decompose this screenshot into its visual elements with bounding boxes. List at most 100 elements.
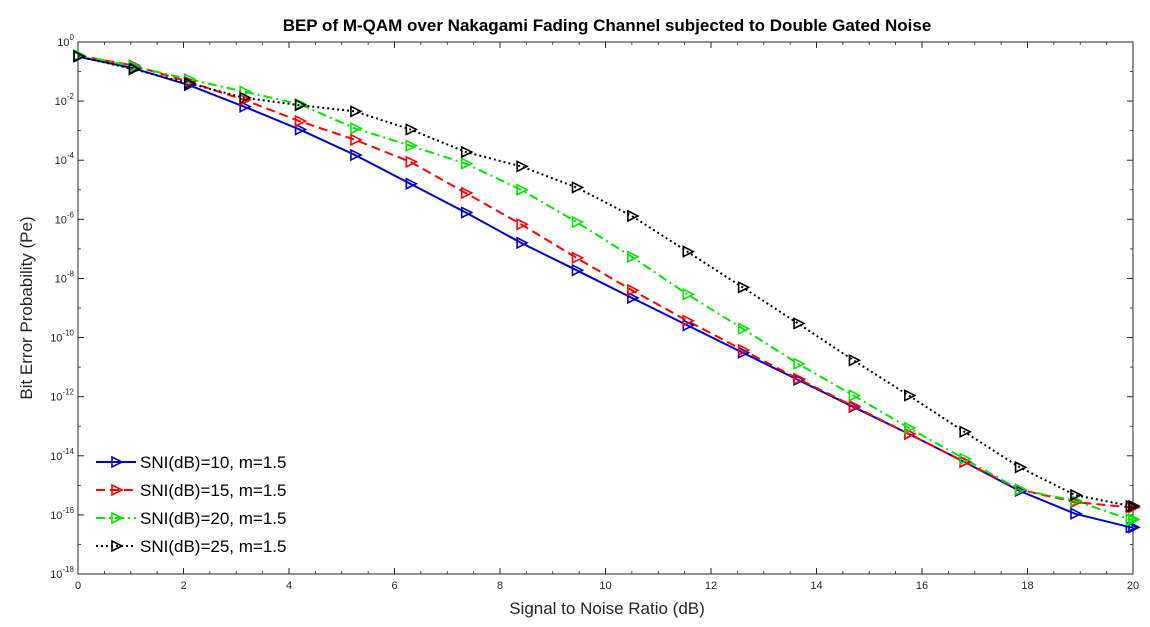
- data-point: [848, 399, 862, 413]
- legend-label: SNI(dB)=10, m=1.5: [140, 453, 286, 472]
- data-point: [959, 452, 972, 466]
- legend-label: SNI(dB)=15, m=1.5: [140, 481, 286, 500]
- data-point: [737, 343, 751, 357]
- data-point: [460, 206, 474, 219]
- legend-label: SNI(dB)=20, m=1.5: [140, 509, 286, 528]
- y-tick-label: 10-2: [55, 92, 75, 108]
- legend: SNI(dB)=10, m=1.5 SNI(dB)=15, m=1.5 SNI(dB…: [96, 453, 286, 556]
- data-point: [405, 123, 419, 136]
- data-point: [294, 114, 308, 128]
- series-line-2: [77, 54, 1133, 509]
- data-point: [682, 245, 696, 258]
- data-point: [239, 91, 252, 105]
- x-tick-label: 12: [705, 580, 717, 592]
- data-point: [405, 177, 419, 191]
- data-point: [848, 354, 862, 367]
- series-markers: [73, 48, 1141, 534]
- data-point: [460, 145, 474, 159]
- data-point: [682, 314, 696, 328]
- data-point: [627, 283, 640, 297]
- data-point: [627, 291, 640, 305]
- data-point: [627, 250, 640, 264]
- data-point: [516, 217, 529, 231]
- data-point: [183, 77, 197, 90]
- data-point: [793, 372, 806, 386]
- x-tick-label: 10: [599, 580, 611, 592]
- x-tick-label: 20: [1127, 580, 1139, 592]
- data-point: [516, 160, 529, 173]
- y-tick-label: 10-8: [55, 269, 75, 285]
- data-point: [793, 317, 806, 330]
- x-tick-label: 2: [180, 580, 186, 592]
- data-point: [682, 288, 696, 301]
- data-point: [904, 421, 917, 435]
- x-tick-label: 4: [286, 580, 292, 592]
- legend-marker: [111, 511, 124, 525]
- data-point: [627, 209, 640, 223]
- data-point: [460, 157, 474, 170]
- data-point: [405, 139, 419, 152]
- data-point: [571, 251, 585, 265]
- data-point: [1070, 507, 1083, 520]
- x-axis-label: Signal to Noise Ratio (dB): [509, 599, 705, 618]
- plot-area: [77, 41, 1134, 575]
- data-point: [1128, 499, 1141, 513]
- data-point: [294, 123, 308, 136]
- data-point: [1014, 460, 1028, 474]
- data-point: [848, 389, 862, 402]
- y-tick-label: 10-18: [50, 565, 74, 581]
- data-point: [516, 183, 529, 197]
- data-point: [350, 105, 363, 118]
- data-point: [571, 181, 585, 194]
- chart-title: BEP of M-QAM over Nakagami Fading Channe…: [283, 16, 932, 35]
- legend-marker: [111, 455, 124, 469]
- y-tick-label: 10-6: [55, 210, 75, 226]
- data-point: [793, 357, 806, 371]
- data-point: [405, 155, 419, 169]
- data-point: [571, 215, 585, 229]
- legend-label: SNI(dB)=25, m=1.5: [140, 537, 286, 556]
- y-axis-label: Bit Error Probability (Pe): [17, 216, 36, 399]
- y-tick-label: 10-16: [50, 506, 74, 522]
- data-point: [959, 425, 972, 439]
- series-lines: [77, 54, 1133, 529]
- y-tick-label: 10-4: [55, 151, 75, 167]
- data-point: [1125, 513, 1139, 526]
- data-point: [571, 263, 585, 277]
- series-line-1: [77, 55, 1133, 529]
- data-point: [294, 98, 308, 112]
- y-tick-label: 10-10: [50, 329, 74, 345]
- data-point: [239, 100, 252, 113]
- x-tick-label: 8: [497, 580, 503, 592]
- data-point: [516, 236, 529, 250]
- data-point: [128, 62, 142, 76]
- data-point: [350, 122, 363, 135]
- y-tick-label: 10-12: [50, 388, 74, 404]
- y-tick-label: 100: [57, 33, 74, 49]
- data-point: [737, 281, 751, 294]
- x-tick-label: 18: [1021, 580, 1033, 592]
- data-point: [737, 322, 751, 335]
- data-point: [1014, 483, 1028, 496]
- data-point: [904, 427, 917, 441]
- data-point: [904, 389, 917, 402]
- x-tick-label: 0: [75, 580, 81, 592]
- data-point: [460, 186, 474, 200]
- data-point: [350, 148, 363, 162]
- legend-marker: [111, 539, 124, 553]
- legend-marker: [111, 483, 124, 497]
- series-line-3: [77, 54, 1133, 521]
- data-point: [1128, 513, 1141, 526]
- data-point: [350, 133, 363, 147]
- y-tick-label: 10-14: [50, 447, 74, 463]
- data-point: [239, 85, 252, 98]
- x-tick-label: 6: [391, 580, 397, 592]
- axis-ticks: 0 2 4 6 8 10 12 14 16 18 20 100 10-2 10-4 10-6 10-8 10-1…: [50, 33, 1139, 592]
- data-point: [1125, 499, 1139, 513]
- data-point: [73, 49, 86, 63]
- data-point: [1070, 488, 1083, 502]
- x-tick-label: 14: [810, 580, 822, 592]
- x-tick-label: 16: [916, 580, 928, 592]
- data-point: [1125, 521, 1139, 534]
